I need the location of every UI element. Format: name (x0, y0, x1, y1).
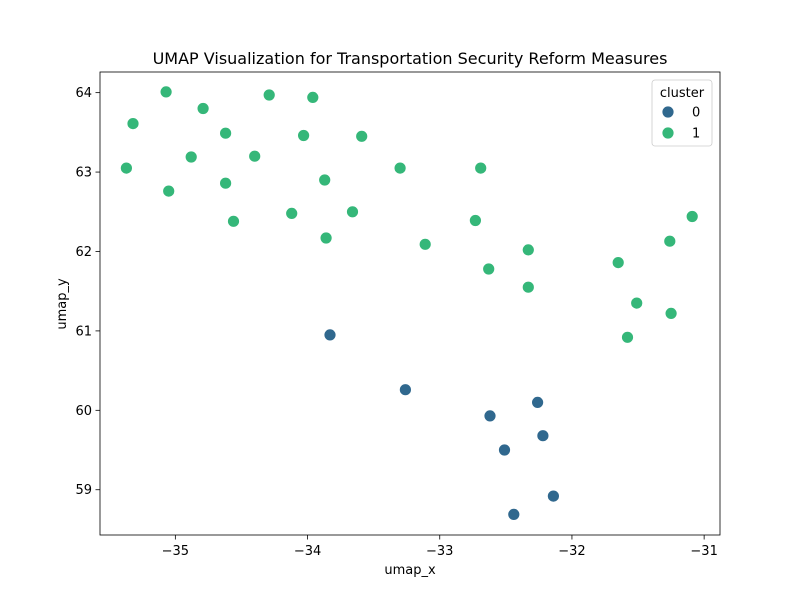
data-point-cluster-0-7 (547, 489, 560, 503)
data-point-cluster-1-13 (318, 173, 332, 187)
data-point-cluster-1-4 (196, 102, 210, 115)
data-point-cluster-0-1 (398, 383, 412, 397)
data-point-cluster-1-9 (184, 150, 198, 164)
data-point-cluster-0-3 (531, 395, 544, 409)
data-point-cluster-1-29 (621, 330, 634, 344)
y-tick-label: 64 (75, 86, 92, 101)
legend-label-0: 0 (692, 106, 700, 121)
data-point-cluster-1-17 (285, 206, 299, 220)
data-point-cluster-1-28 (630, 296, 644, 310)
data-point-cluster-0-2 (483, 409, 497, 423)
data-point-cluster-1-7 (355, 129, 369, 143)
data-point-cluster-1-2 (306, 91, 320, 104)
data-point-cluster-1-10 (248, 149, 262, 163)
data-point-cluster-1-1 (262, 88, 276, 102)
x-tick-label: −33 (426, 544, 453, 559)
data-point-cluster-1-11 (162, 184, 176, 198)
y-tick-label: 63 (75, 166, 92, 181)
data-point-cluster-1-27 (685, 210, 699, 223)
data-point-cluster-1-22 (521, 243, 535, 257)
data-point-cluster-1-16 (227, 214, 240, 228)
data-point-cluster-1-0 (159, 85, 173, 99)
x-tick-label: −31 (690, 544, 717, 559)
data-point-cluster-1-23 (482, 262, 496, 276)
data-point-cluster-1-21 (468, 214, 482, 227)
legend-marker-1 (661, 126, 675, 140)
x-tick-label: −35 (162, 544, 189, 559)
legend: cluster 0 1 (651, 79, 713, 147)
legend-title: cluster (660, 86, 705, 101)
data-point-cluster-1-6 (297, 129, 311, 142)
data-point-cluster-1-8 (120, 161, 133, 175)
data-point-cluster-1-20 (418, 237, 432, 251)
data-point-cluster-1-25 (611, 256, 625, 270)
data-point-cluster-1-15 (474, 161, 488, 175)
x-tick-label: −34 (294, 544, 321, 559)
data-point-cluster-0-6 (507, 508, 521, 521)
data-point-cluster-0-4 (498, 443, 511, 457)
data-point-cluster-1-19 (319, 231, 333, 245)
x-axis-label: umap_x (384, 563, 436, 578)
data-point-cluster-0-0 (323, 328, 337, 342)
x-tick-label: −32 (558, 544, 585, 559)
y-tick-label: 59 (75, 483, 92, 498)
y-tick-label: 62 (75, 245, 92, 260)
data-point-cluster-1-3 (126, 117, 140, 130)
chart-title: UMAP Visualization for Transportation Se… (153, 49, 668, 68)
data-point-cluster-1-18 (346, 205, 359, 219)
data-point-cluster-1-14 (393, 161, 407, 175)
data-point-cluster-1-5 (219, 126, 233, 140)
y-tick-label: 60 (75, 404, 92, 419)
data-point-cluster-0-5 (536, 429, 550, 443)
y-tick-label: 61 (75, 324, 92, 339)
points-layer (120, 85, 699, 521)
data-point-cluster-1-30 (664, 306, 678, 320)
data-point-cluster-1-24 (521, 280, 535, 294)
data-point-cluster-1-26 (663, 234, 677, 248)
plot-frame (99, 71, 721, 536)
legend-marker-0 (661, 105, 675, 119)
axes-layer: −35 −34 −33 −32 −31 59 60 61 62 63 64 (75, 71, 721, 559)
data-point-cluster-1-12 (219, 176, 233, 190)
legend-label-1: 1 (692, 127, 700, 142)
y-axis-label: umap_y (55, 278, 70, 330)
